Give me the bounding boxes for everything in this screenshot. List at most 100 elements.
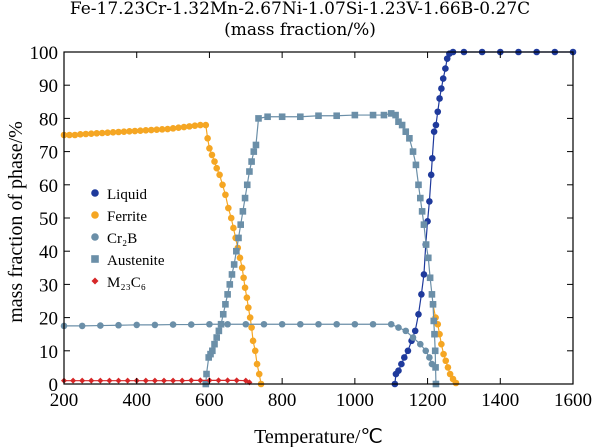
data-point — [202, 121, 210, 129]
y-tick-label: 90 — [39, 76, 58, 97]
data-point — [395, 367, 402, 375]
data-point — [415, 181, 422, 189]
data-point — [444, 364, 452, 371]
data-point — [415, 310, 422, 318]
data-point — [369, 111, 377, 119]
data-point — [236, 254, 244, 262]
x-tick-label: 400 — [122, 390, 151, 411]
data-point — [246, 314, 254, 321]
series-0 — [391, 48, 577, 388]
data-point — [241, 284, 249, 292]
series-line — [64, 323, 433, 365]
data-point — [404, 347, 412, 355]
data-point — [351, 320, 359, 328]
data-point — [97, 377, 104, 384]
data-point — [439, 75, 447, 82]
data-point — [222, 301, 229, 308]
data-point — [438, 85, 445, 92]
data-point — [70, 377, 77, 384]
data-point — [115, 321, 122, 329]
series-2 — [60, 320, 436, 368]
legend-entry: Austenite — [91, 253, 165, 269]
data-point — [230, 261, 238, 268]
data-point — [278, 113, 286, 121]
legend-marker — [91, 255, 99, 263]
data-point — [434, 108, 442, 116]
data-point — [115, 128, 122, 136]
data-point — [297, 113, 304, 121]
data-point — [398, 360, 405, 368]
data-point — [432, 364, 439, 371]
data-point — [395, 118, 402, 126]
data-point — [216, 171, 223, 179]
y-tick-label: 100 — [30, 43, 59, 64]
data-point — [82, 130, 90, 138]
data-point — [197, 121, 204, 129]
data-point — [208, 151, 216, 159]
data-point — [411, 327, 419, 335]
y-tick-label: 50 — [39, 209, 58, 230]
data-point — [278, 320, 286, 328]
data-point — [436, 95, 443, 102]
legend-entry: M₂₃C₆ — [91, 275, 146, 291]
data-point — [409, 148, 417, 155]
data-point — [120, 128, 128, 135]
data-point — [124, 377, 131, 384]
data-point — [203, 370, 210, 378]
legend-marker — [91, 211, 99, 219]
x-tick-label: 1200 — [409, 390, 447, 411]
data-point — [233, 247, 240, 255]
data-point — [315, 320, 322, 328]
data-point — [431, 347, 439, 355]
legend-entry: Liquid — [91, 187, 147, 203]
data-point — [77, 131, 84, 138]
data-point — [412, 161, 420, 169]
data-point — [93, 130, 101, 137]
data-point — [224, 320, 231, 328]
data-point — [251, 347, 259, 355]
data-point — [422, 347, 430, 355]
data-point — [217, 320, 225, 328]
data-point — [222, 191, 229, 199]
legend-label: M₂₃C₆ — [107, 275, 146, 291]
data-point — [452, 379, 460, 387]
data-point — [401, 354, 408, 361]
x-axis-label: Temperature/℃ — [254, 426, 383, 447]
data-point — [151, 377, 158, 384]
x-tick-label: 1400 — [481, 390, 519, 411]
data-point — [175, 124, 182, 131]
data-point — [446, 370, 454, 378]
series-line — [394, 51, 573, 385]
data-point — [109, 129, 117, 136]
data-point — [431, 330, 438, 338]
data-point — [106, 377, 113, 384]
data-point — [430, 317, 438, 325]
series-line — [64, 379, 250, 383]
data-point — [88, 377, 95, 384]
data-point — [219, 181, 226, 189]
data-point — [440, 350, 447, 358]
data-point — [115, 377, 122, 384]
data-point — [428, 291, 436, 298]
data-point — [215, 377, 222, 384]
data-point — [432, 121, 440, 129]
data-point — [137, 127, 144, 134]
data-point — [255, 115, 262, 122]
data-point — [204, 135, 211, 142]
data-point — [253, 360, 261, 368]
data-point — [78, 322, 86, 330]
data-point — [79, 377, 86, 384]
data-point — [98, 129, 106, 137]
data-point — [426, 198, 433, 205]
chart-title: Fe-17.23Cr-1.32Mn-2.67Ni-1.07Si-1.23V-1.… — [69, 0, 531, 19]
data-point — [197, 377, 204, 384]
data-point — [430, 128, 438, 135]
data-point — [426, 354, 433, 361]
x-tick-label: 1000 — [336, 390, 374, 411]
data-point — [170, 377, 177, 384]
data-point — [424, 254, 432, 262]
data-point — [409, 334, 417, 341]
y-tick-label: 0 — [49, 375, 59, 396]
data-point — [230, 224, 237, 232]
